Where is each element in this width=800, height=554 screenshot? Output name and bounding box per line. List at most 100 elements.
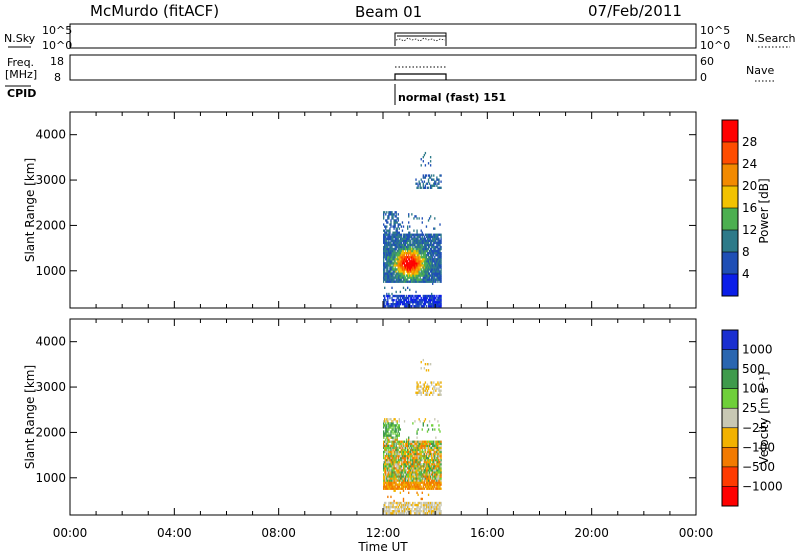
range-gate-cell bbox=[433, 385, 435, 388]
range-gate-cell bbox=[383, 503, 385, 507]
range-gate-cell bbox=[411, 479, 413, 482]
range-gate-cell bbox=[430, 178, 433, 181]
range-gate-cell bbox=[432, 467, 434, 470]
range-gate-cell bbox=[402, 251, 405, 255]
range-gate-cell bbox=[429, 501, 432, 505]
range-gate-cell bbox=[398, 469, 400, 472]
range-gate-cell bbox=[393, 450, 395, 454]
range-gate-cell bbox=[420, 305, 422, 308]
range-gate-cell bbox=[395, 456, 397, 460]
range-gate-cell bbox=[400, 510, 403, 513]
range-gate-cell bbox=[411, 298, 413, 302]
range-gate-cell bbox=[438, 444, 440, 448]
range-gate-cell bbox=[383, 507, 385, 511]
range-gate-cell bbox=[406, 444, 409, 448]
range-gate-cell bbox=[437, 465, 439, 468]
range-gate-cell bbox=[397, 434, 399, 437]
range-gate-cell bbox=[387, 442, 389, 445]
range-gate-cell bbox=[436, 477, 438, 480]
range-gate-cell bbox=[435, 260, 437, 263]
range-gate-cell bbox=[410, 481, 412, 484]
range-gate-cell bbox=[419, 294, 421, 298]
range-gate-cell bbox=[439, 473, 441, 476]
range-gate-cell bbox=[399, 454, 402, 458]
range-gate-cell bbox=[416, 254, 418, 257]
range-gate-cell bbox=[428, 237, 431, 241]
range-gate-cell bbox=[418, 461, 420, 464]
range-gate-cell bbox=[422, 469, 424, 472]
range-gate-cell bbox=[411, 256, 413, 259]
range-gate-cell bbox=[437, 186, 439, 189]
range-gate-cell bbox=[430, 477, 433, 480]
range-gate-cell bbox=[414, 274, 416, 277]
range-gate-cell bbox=[400, 233, 403, 236]
range-gate-cell bbox=[385, 467, 387, 470]
range-gate-cell bbox=[440, 280, 442, 283]
range-gate-cell bbox=[392, 270, 394, 273]
range-gate-cell bbox=[412, 300, 414, 304]
range-gate-cell bbox=[412, 249, 414, 253]
range-gate-cell bbox=[428, 260, 431, 263]
range-gate-cell bbox=[387, 280, 389, 283]
range-gate-cell bbox=[385, 471, 387, 474]
range-gate-cell bbox=[397, 471, 399, 474]
range-gate-cell bbox=[397, 225, 399, 228]
range-gate-cell bbox=[408, 276, 410, 279]
range-gate-cell bbox=[409, 461, 411, 464]
range-gate-cell bbox=[432, 272, 434, 275]
range-gate-cell bbox=[425, 487, 428, 490]
range-gate-cell bbox=[392, 477, 394, 480]
range-gate-cell bbox=[425, 300, 428, 304]
power-colorbar-label: Power [dB] bbox=[757, 178, 771, 243]
range-gate-cell bbox=[417, 440, 419, 443]
range-gate-cell bbox=[418, 391, 420, 394]
range-gate-cell bbox=[428, 258, 431, 261]
range-gate-cell bbox=[440, 256, 442, 259]
range-gate-cell bbox=[389, 251, 391, 255]
range-gate-cell bbox=[398, 243, 400, 247]
range-gate-cell bbox=[439, 381, 441, 384]
range-gate-cell bbox=[417, 501, 419, 505]
range-gate-cell bbox=[404, 237, 407, 241]
range-gate-cell bbox=[424, 243, 427, 247]
range-gate-cell bbox=[403, 272, 406, 275]
range-gate-cell bbox=[384, 276, 386, 279]
range-gate-cell bbox=[403, 280, 406, 283]
range-gate-cell bbox=[434, 452, 436, 456]
range-gate-cell bbox=[439, 270, 441, 273]
range-gate-cell bbox=[392, 510, 394, 513]
range-gate-cell bbox=[403, 233, 406, 236]
range-gate-cell bbox=[390, 436, 392, 439]
range-gate-cell bbox=[427, 463, 430, 466]
range-gate-cell bbox=[413, 241, 415, 245]
range-gate-cell bbox=[404, 503, 407, 507]
range-gate-cell bbox=[396, 274, 398, 277]
range-gate-cell bbox=[430, 501, 433, 505]
range-gate-cell bbox=[389, 446, 391, 450]
range-gate-cell bbox=[411, 270, 413, 273]
range-gate-cell bbox=[397, 213, 399, 216]
range-gate-cell bbox=[418, 442, 420, 445]
range-gate-cell bbox=[422, 450, 424, 454]
range-gate-cell bbox=[405, 235, 408, 238]
range-gate-cell bbox=[391, 249, 393, 253]
range-gate-cell bbox=[397, 456, 399, 460]
range-gate-cell bbox=[395, 512, 397, 515]
range-gate-cell bbox=[399, 251, 402, 255]
range-gate-cell bbox=[393, 505, 395, 509]
range-gate-cell bbox=[413, 258, 415, 261]
range-gate-cell bbox=[434, 465, 436, 468]
range-gate-cell bbox=[420, 463, 422, 466]
range-gate-cell bbox=[429, 160, 432, 163]
range-gate-cell bbox=[434, 296, 436, 300]
range-gate-cell bbox=[434, 298, 436, 302]
range-gate-cell bbox=[397, 254, 399, 257]
range-gate-cell bbox=[440, 235, 442, 238]
range-gate-cell bbox=[420, 270, 422, 273]
range-gate-cell bbox=[392, 454, 394, 458]
range-gate-cell bbox=[395, 254, 397, 257]
range-gate-cell bbox=[429, 280, 432, 283]
range-gate-cell bbox=[420, 501, 422, 505]
range-gate-cell bbox=[385, 454, 387, 458]
range-gate-cell bbox=[425, 385, 428, 388]
